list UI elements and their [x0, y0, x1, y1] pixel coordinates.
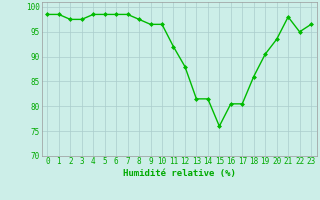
- X-axis label: Humidité relative (%): Humidité relative (%): [123, 169, 236, 178]
